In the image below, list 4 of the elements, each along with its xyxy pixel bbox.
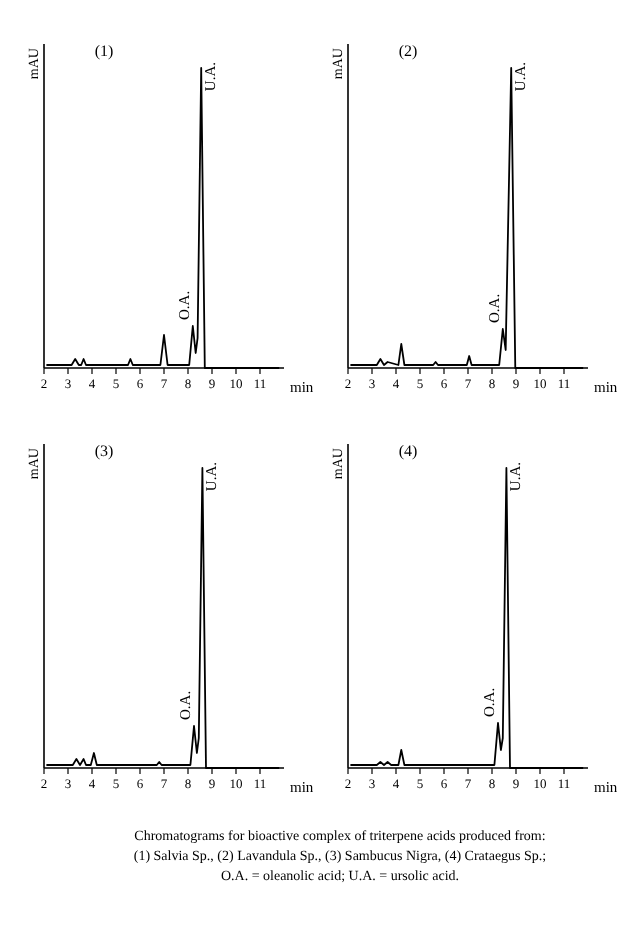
chart-title: (4): [398, 442, 418, 460]
chart-title: (1): [94, 42, 114, 60]
chart-title: (2): [398, 42, 418, 60]
chart-title: (3): [94, 442, 114, 460]
